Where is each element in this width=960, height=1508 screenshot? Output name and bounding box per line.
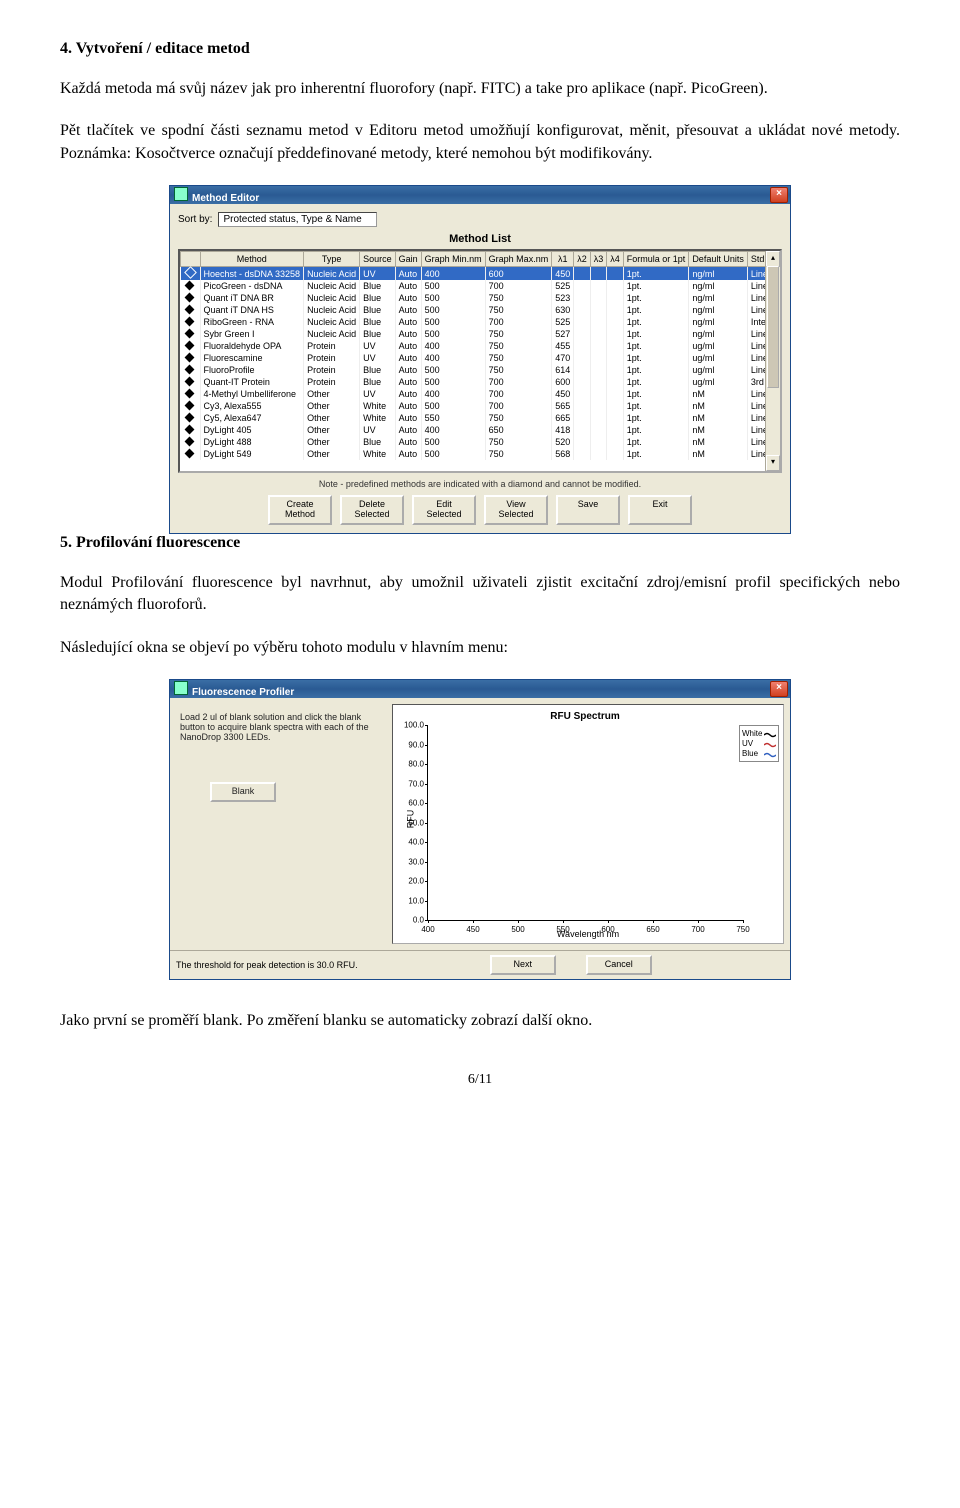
table-row[interactable]: Quant-IT ProteinProteinBlueAuto500700600… — [181, 376, 783, 388]
table-row[interactable]: DyLight 488OtherBlueAuto5007505201pt.nML… — [181, 436, 783, 448]
method-editor-titlebar: Method Editor × — [170, 186, 790, 204]
method-editor-title: Method Editor — [192, 193, 259, 204]
section5-heading: 5. Profilování fluorescence — [60, 534, 900, 552]
edit-selected-button[interactable]: EditSelected — [412, 495, 476, 525]
section4-para2: Pět tlačítek ve spodní části seznamu met… — [60, 120, 900, 165]
footer-para: Jako první se proměří blank. Po změření … — [60, 1010, 900, 1032]
method-editor-note: Note - predefined methods are indicated … — [178, 479, 782, 489]
table-row[interactable]: FluorescamineProteinUVAuto4007504701pt.u… — [181, 352, 783, 364]
table-row[interactable]: Cy3, Alexa555OtherWhiteAuto5007005651pt.… — [181, 400, 783, 412]
table-row[interactable]: Quant iT DNA HSNucleic AcidBlueAuto50075… — [181, 304, 783, 316]
table-row[interactable]: Fluoraldehyde OPAProteinUVAuto4007504551… — [181, 340, 783, 352]
table-row[interactable]: Cy5, Alexa647OtherWhiteAuto5507506651pt.… — [181, 412, 783, 424]
page-number: 6/11 — [60, 1072, 900, 1088]
exit-button[interactable]: Exit — [628, 495, 692, 525]
profiler-instruction: Load 2 ul of blank solution and click th… — [180, 712, 380, 742]
table-row[interactable]: DyLight 405OtherUVAuto4006504181pt.nMLin… — [181, 424, 783, 436]
blank-button[interactable]: Blank — [210, 782, 276, 802]
scroll-down-icon[interactable]: ▾ — [766, 455, 780, 471]
threshold-text: The threshold for peak detection is 30.0… — [176, 960, 358, 970]
cancel-button[interactable]: Cancel — [586, 955, 652, 975]
rfu-chart: RFU Spectrum 0.010.020.030.040.050.060.0… — [392, 704, 784, 944]
chart-xlabel: Wavelength nm — [557, 929, 619, 939]
table-row[interactable]: Sybr Green INucleic AcidBlueAuto50075052… — [181, 328, 783, 340]
scroll-thumb[interactable] — [767, 266, 779, 388]
profiler-titlebar: Fluorescence Profiler × — [170, 680, 790, 698]
table-row[interactable]: Hoechst - dsDNA 33258Nucleic AcidUVAuto4… — [181, 267, 783, 281]
section5-para2: Následující okna se objeví po výběru toh… — [60, 637, 900, 659]
scrollbar[interactable]: ▴ ▾ — [765, 251, 780, 471]
profiler-window: Fluorescence Profiler × Load 2 ul of bla… — [169, 679, 791, 980]
close-icon[interactable]: × — [770, 187, 788, 203]
table-row[interactable]: DyLight 549OtherWhiteAuto5007505681pt.nM… — [181, 448, 783, 460]
table-row[interactable]: FluoroProfileProteinBlueAuto5007506141pt… — [181, 364, 783, 376]
app-icon — [174, 187, 188, 201]
sort-by-select[interactable]: Protected status, Type & Name — [218, 212, 376, 227]
method-list-title: Method List — [178, 233, 782, 245]
create-method-button[interactable]: CreateMethod — [268, 495, 332, 525]
app-icon — [174, 681, 188, 695]
sort-by-label: Sort by: — [178, 214, 212, 225]
view-selected-button[interactable]: ViewSelected — [484, 495, 548, 525]
section4-heading: 4. Vytvoření / editace metod — [60, 40, 900, 58]
table-row[interactable]: 4-Methyl UmbelliferoneOtherUVAuto4007004… — [181, 388, 783, 400]
delete-selected-button[interactable]: DeleteSelected — [340, 495, 404, 525]
save-button[interactable]: Save — [556, 495, 620, 525]
section5-para1: Modul Profilování fluorescence byl navrh… — [60, 572, 900, 617]
next-button[interactable]: Next — [490, 955, 556, 975]
chart-ylabel: RFU — [405, 810, 415, 829]
table-row[interactable]: RiboGreen - RNANucleic AcidBlueAuto50070… — [181, 316, 783, 328]
method-table[interactable]: MethodTypeSourceGainGraph Min.nmGraph Ma… — [178, 249, 782, 473]
profiler-title: Fluorescence Profiler — [192, 687, 294, 698]
chart-title: RFU Spectrum — [427, 711, 743, 722]
method-editor-window: Method Editor × Sort by: Protected statu… — [169, 185, 791, 534]
close-icon[interactable]: × — [770, 681, 788, 697]
section4-para1: Každá metoda má svůj název jak pro inher… — [60, 78, 900, 100]
table-row[interactable]: Quant iT DNA BRNucleic AcidBlueAuto50075… — [181, 292, 783, 304]
chart-legend: WhiteUVBlue — [739, 725, 779, 762]
table-row[interactable]: PicoGreen - dsDNANucleic AcidBlueAuto500… — [181, 280, 783, 292]
scroll-up-icon[interactable]: ▴ — [766, 251, 780, 267]
